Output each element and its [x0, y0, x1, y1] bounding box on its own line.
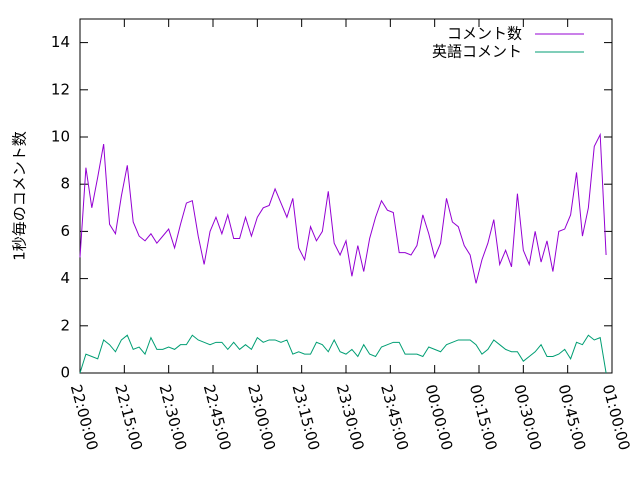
plot-frame — [79, 18, 613, 374]
x-tick-label: 00:45:00 — [554, 383, 589, 453]
y-axis-label: 1秒毎のコメント数 — [11, 131, 29, 261]
y-tick-label: 10 — [51, 128, 70, 146]
series-line — [79, 334, 607, 374]
x-tick-label: 23:00:00 — [244, 383, 279, 453]
legend-label: 英語コメント — [432, 43, 522, 61]
x-tick-label: 00:00:00 — [421, 383, 456, 453]
series-line — [79, 132, 607, 284]
y-tick-label: 12 — [51, 80, 70, 98]
y-tick-label: 4 — [60, 269, 70, 287]
legend-label: コメント数 — [447, 25, 522, 43]
y-tick-label: 0 — [60, 364, 70, 382]
x-tick-label: 00:30:00 — [510, 383, 545, 453]
y-tick-label: 14 — [51, 33, 70, 51]
x-tick-label: 22:15:00 — [111, 383, 146, 453]
x-tick-label: 22:00:00 — [67, 383, 102, 453]
x-tick-label: 22:30:00 — [155, 383, 190, 453]
x-tick-label: 23:30:00 — [333, 383, 368, 453]
x-tick-label: 01:00:00 — [599, 383, 634, 453]
y-tick-label: 8 — [60, 175, 70, 193]
x-tick-label: 23:15:00 — [288, 383, 323, 453]
x-tick-label: 23:45:00 — [377, 383, 412, 453]
y-tick-label: 6 — [60, 222, 70, 240]
x-tick-label: 00:15:00 — [466, 383, 501, 453]
x-tick-label: 22:45:00 — [200, 383, 235, 453]
y-tick-label: 2 — [60, 316, 70, 334]
